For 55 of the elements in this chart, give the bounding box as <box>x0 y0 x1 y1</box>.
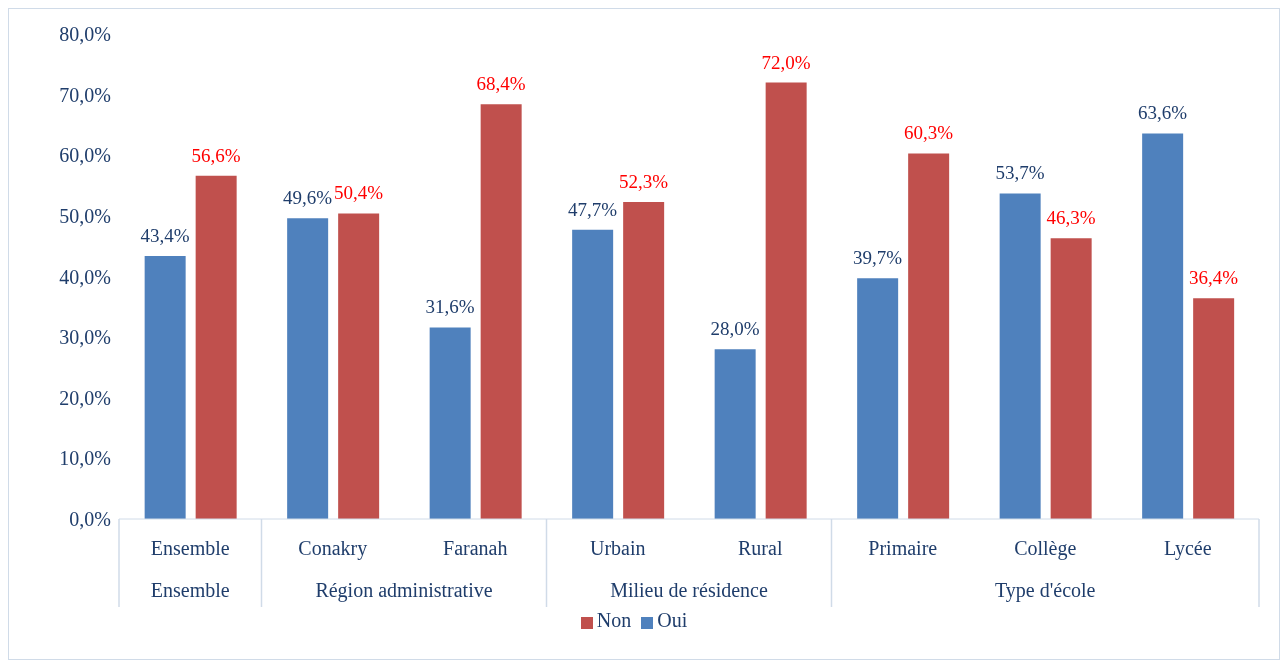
bar <box>714 349 756 519</box>
y-tick-label: 20,0% <box>59 386 111 409</box>
text: Région administrative <box>315 579 493 602</box>
data-label: 60,3% <box>904 122 954 144</box>
bar <box>999 193 1041 519</box>
bar <box>195 175 237 519</box>
x-tick-label: Lycée <box>1163 537 1212 561</box>
bar <box>572 229 614 519</box>
data-label: 56,6% <box>191 144 241 166</box>
y-tick-label: 50,0% <box>59 204 111 227</box>
data-label: 28,0% <box>710 318 760 340</box>
x-tick-label: Rural <box>738 537 783 560</box>
bar <box>908 153 950 519</box>
bar <box>429 327 471 519</box>
data-label: 39,7% <box>853 247 903 269</box>
x-tick-label: Collège <box>1014 537 1077 561</box>
data-label: 53,7% <box>995 162 1045 184</box>
legend-label: Oui <box>657 609 688 631</box>
bar <box>1142 133 1184 519</box>
data-label: 72,0% <box>761 51 811 73</box>
text: Ensemble <box>150 579 230 601</box>
data-label: 36,4% <box>1189 267 1239 289</box>
data-label: 46,3% <box>1046 207 1096 229</box>
bar <box>287 218 329 519</box>
data-label: 50,4% <box>334 182 384 204</box>
bar <box>1193 298 1235 519</box>
y-tick-label: 0,0% <box>69 508 111 531</box>
bar <box>480 104 522 519</box>
data-label: 52,3% <box>619 170 669 192</box>
data-label: 68,4% <box>476 73 526 95</box>
legend-label: Non <box>596 609 632 631</box>
x-tick-label: Ensemble <box>150 537 230 560</box>
y-tick-label: 80,0% <box>59 23 111 46</box>
data-label: 31,6% <box>425 296 475 318</box>
data-label: 43,4% <box>140 224 190 246</box>
data-label: 63,6% <box>1138 102 1188 124</box>
bar <box>765 82 807 519</box>
x-tick-label: Primaire <box>868 537 938 560</box>
y-tick-label: 30,0% <box>59 326 111 349</box>
data-label: 49,6% <box>283 187 333 209</box>
x-tick-label: Faranah <box>443 537 508 560</box>
text: Milieu de résidence <box>610 579 768 601</box>
bar <box>144 255 186 519</box>
text: Type d'école <box>995 579 1096 602</box>
x-tick-label: Urbain <box>589 537 646 560</box>
y-tick-label: 70,0% <box>59 83 111 106</box>
bar <box>623 201 665 519</box>
y-tick-label: 10,0% <box>59 447 111 470</box>
data-label: 47,7% <box>568 198 618 220</box>
bar <box>1050 238 1092 519</box>
y-tick-label: 40,0% <box>59 265 111 288</box>
bar <box>857 278 899 519</box>
bar <box>338 213 380 519</box>
x-tick-label: Conakry <box>298 537 368 561</box>
y-tick-label: 60,0% <box>59 144 111 167</box>
